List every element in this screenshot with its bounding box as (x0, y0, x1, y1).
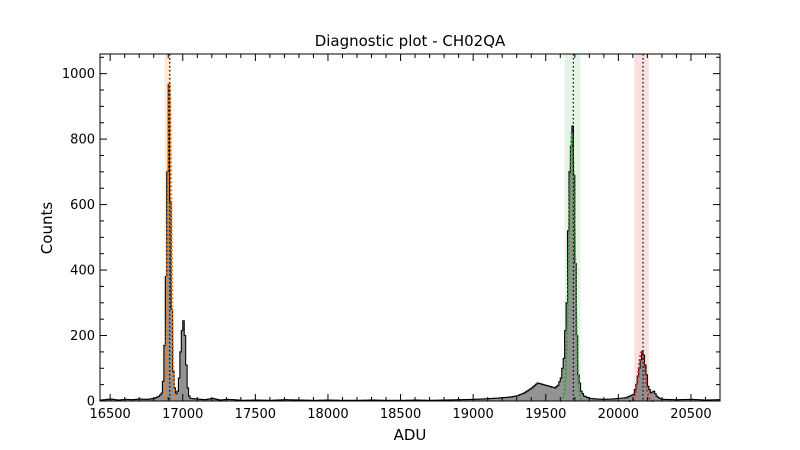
y-axis-label: Counts (38, 202, 56, 255)
chart-title: Diagnostic plot - CH02QA (315, 32, 506, 50)
y-tick-label: 400 (70, 264, 95, 279)
y-axis-ticks: 0 200 400 600 800 1000 (62, 56, 720, 410)
x-tick-label: 17000 (162, 407, 203, 422)
x-tick-label: 20500 (670, 407, 711, 422)
plot-frame (99, 53, 721, 402)
x-axis-label: ADU (394, 426, 427, 444)
y-tick-label: 600 (70, 198, 95, 213)
band-2 (634, 54, 649, 401)
x-tick-label: 18000 (307, 407, 348, 422)
fit-curves (162, 83, 655, 402)
peak-lines (169, 54, 644, 401)
histogram-series (99, 83, 721, 402)
x-tick-label: 19500 (525, 407, 566, 422)
x-axis-ticks: 16500 17000 17500 18000 18500 19000 19500 20000… (89, 54, 721, 422)
x-tick-label: 19000 (452, 407, 493, 422)
x-tick-label: 18500 (380, 407, 421, 422)
x-tick-label: 20000 (598, 407, 639, 422)
histogram-bars (99, 83, 721, 402)
y-tick-label: 1000 (62, 67, 95, 82)
x-tick-label: 17500 (235, 407, 276, 422)
fit-curve-0 (162, 83, 177, 402)
y-tick-label: 800 (70, 133, 95, 148)
fit-curve-1 (560, 130, 584, 402)
x-tick-label: 16500 (89, 407, 130, 422)
y-tick-label: 200 (70, 329, 95, 344)
y-tick-label: 0 (87, 395, 95, 410)
